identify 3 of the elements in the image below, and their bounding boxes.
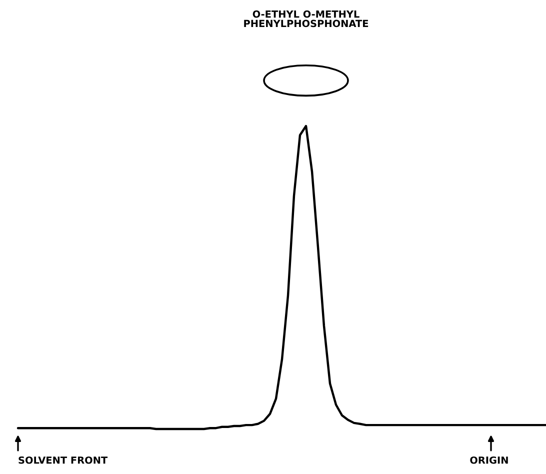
- text: ORIGIN: [470, 456, 508, 464]
- chart-title: O-ETHYL O-METHYL PHENYLPHOSPHONATE: [244, 10, 368, 28]
- text: SOLVENT FRONT: [18, 456, 108, 464]
